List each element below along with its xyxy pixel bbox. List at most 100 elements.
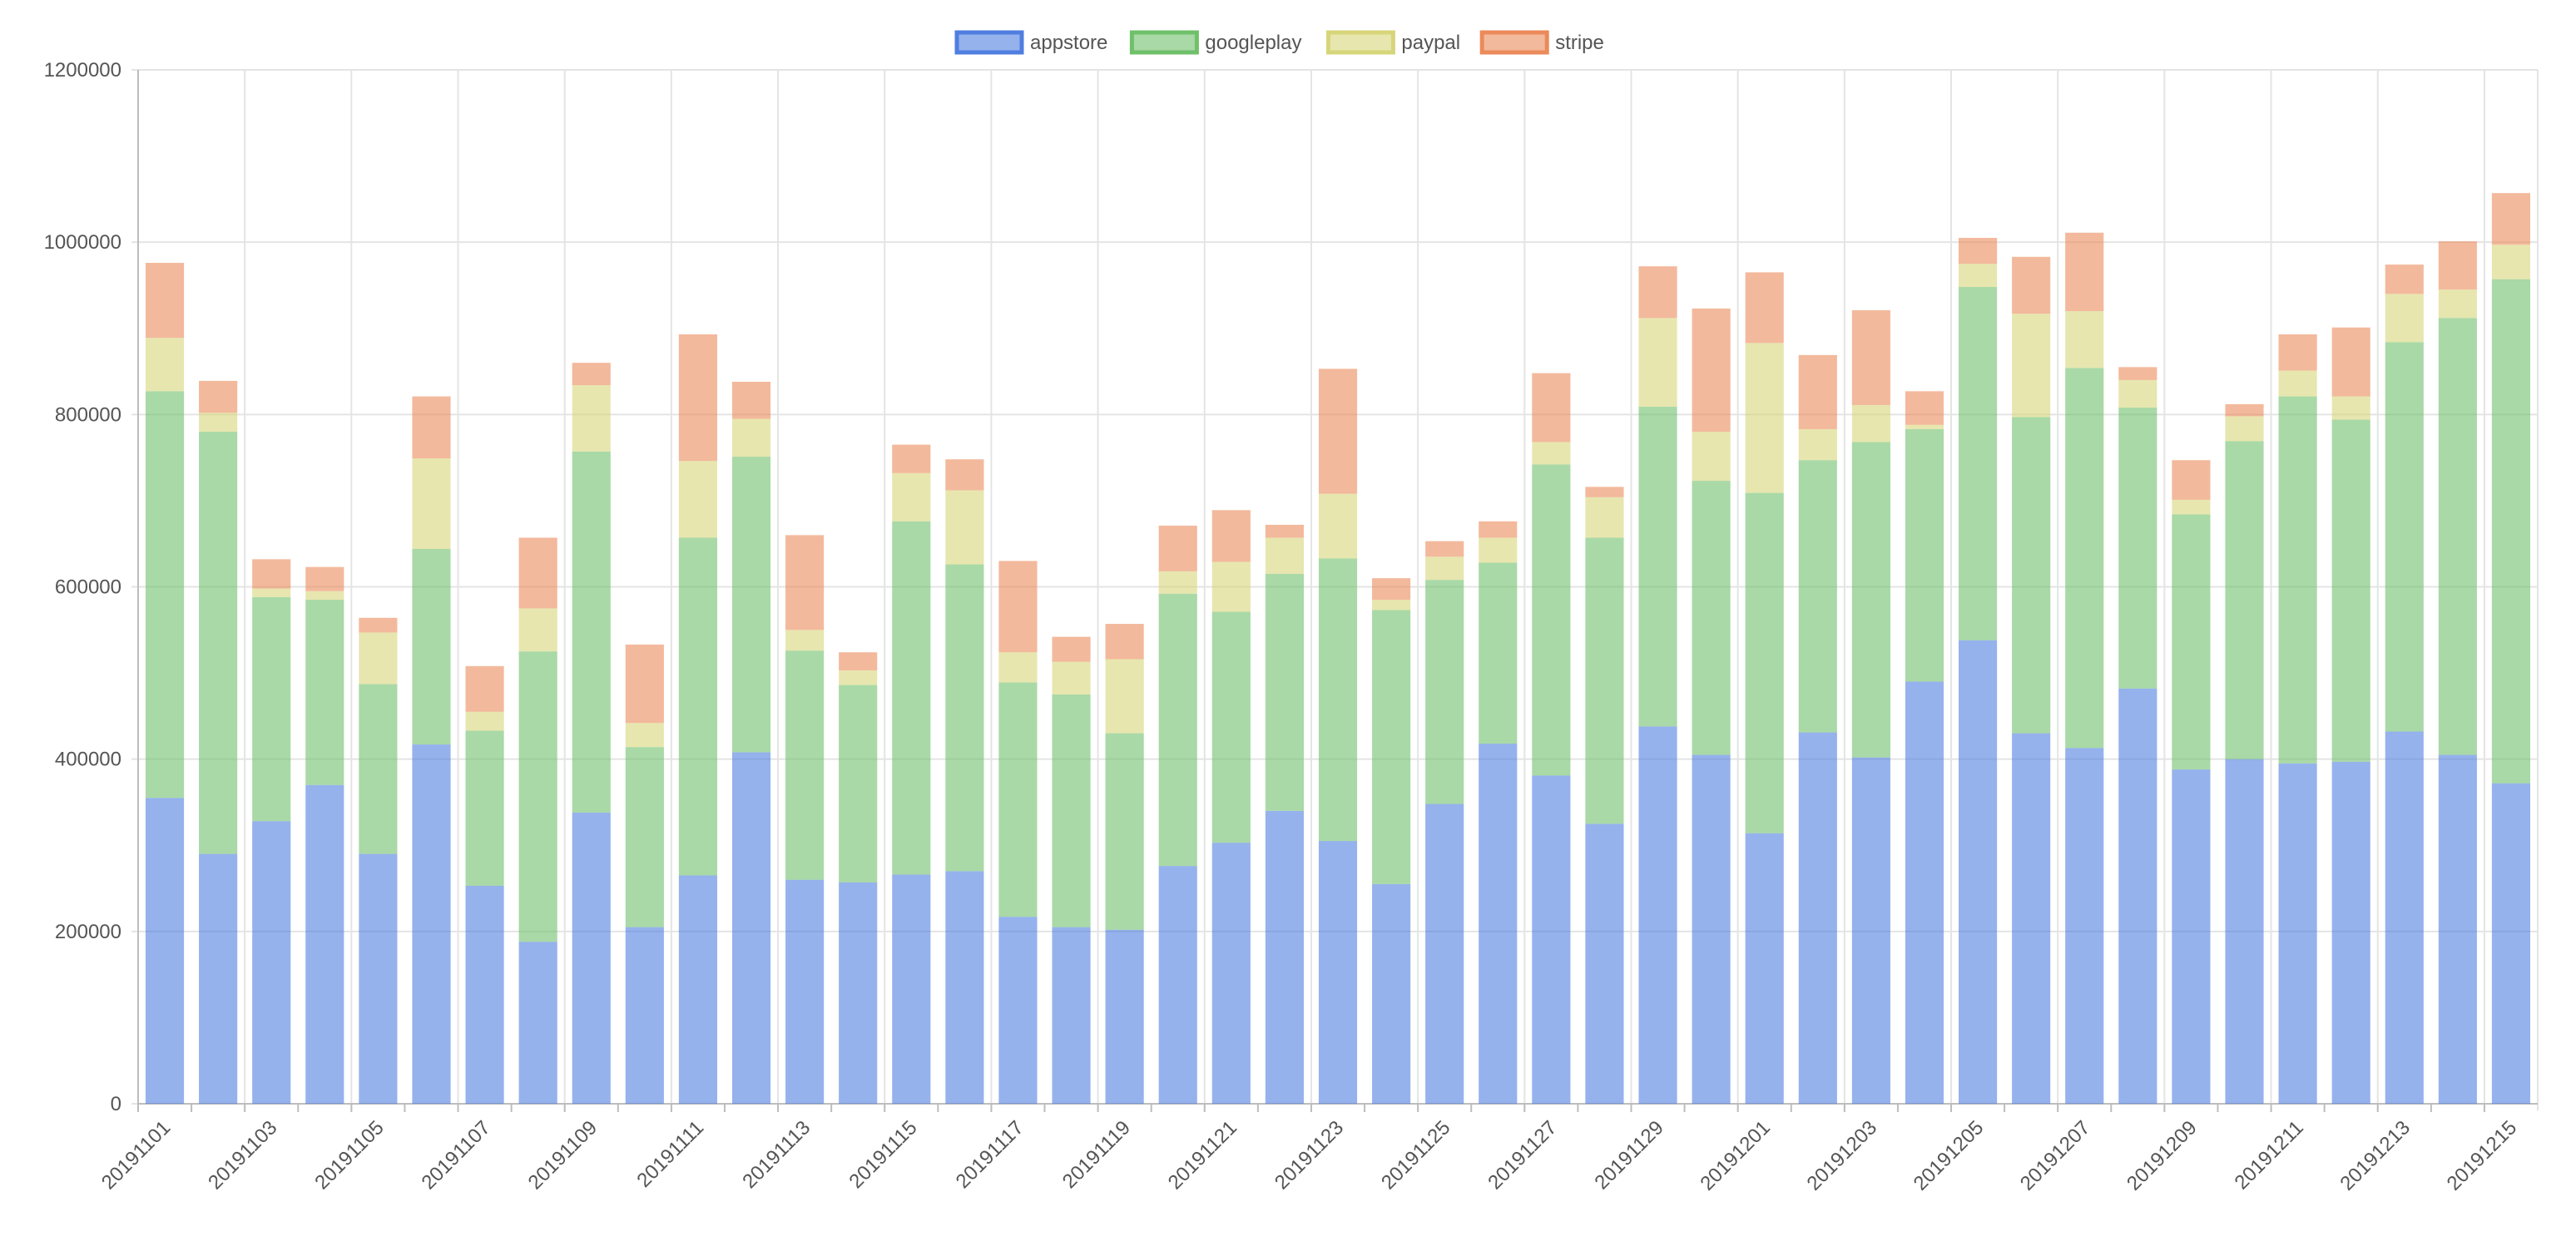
bar-googleplay: [305, 600, 344, 785]
bar-appstore: [2118, 688, 2157, 1104]
bar-stripe: [2065, 232, 2104, 312]
bar-appstore: [2491, 783, 2531, 1104]
bar-stripe: [518, 537, 557, 609]
bar-paypal: [2385, 294, 2424, 343]
bar-stripe: [1052, 636, 1091, 662]
x-tick-label: 20191203: [1803, 1116, 1882, 1195]
bar-paypal: [1851, 404, 1890, 443]
bar-paypal: [1158, 571, 1197, 594]
bar-appstore: [145, 798, 185, 1104]
bar-googleplay: [1318, 558, 1358, 842]
x-tick-label: 20191201: [1696, 1116, 1775, 1195]
bar-stripe: [2012, 256, 2051, 314]
bar-paypal: [1745, 343, 1784, 493]
bar-appstore: [2438, 754, 2477, 1104]
bar-stripe: [892, 444, 931, 473]
bar-stripe: [1851, 310, 1890, 405]
bar-paypal: [2491, 245, 2531, 279]
bar-paypal: [945, 490, 984, 565]
bar-stripe: [625, 644, 664, 724]
bar-paypal: [1905, 424, 1944, 429]
bar-googleplay: [1798, 460, 1837, 733]
bar-stripe: [2278, 334, 2317, 371]
bar-paypal: [518, 608, 557, 652]
bar-paypal: [359, 632, 398, 685]
bar-stripe: [359, 617, 398, 633]
bar-paypal: [1425, 556, 1464, 581]
grid: [131, 69, 2539, 1110]
bar-paypal: [1479, 537, 1518, 563]
y-tick-label: 200000: [55, 921, 121, 943]
bar-appstore: [1372, 883, 1411, 1104]
x-tick-label: 20191105: [310, 1116, 388, 1194]
bar-stripe: [1425, 541, 1464, 557]
bar-appstore: [1692, 754, 1731, 1104]
bar-appstore: [412, 744, 451, 1104]
x-tick-label: 20191111: [632, 1116, 708, 1192]
bar-googleplay: [2012, 417, 2051, 734]
x-tick-label: 20191101: [97, 1116, 175, 1194]
bar-stripe: [1211, 510, 1251, 562]
bar-stripe: [945, 459, 984, 491]
bar-stripe: [572, 363, 611, 386]
bar-paypal: [1532, 442, 1571, 465]
x-tick-label: 20191205: [1910, 1116, 1989, 1195]
legend-item-googleplay[interactable]: googleplay: [1129, 30, 1302, 55]
bar-stripe: [1318, 368, 1358, 494]
bar-googleplay: [1532, 464, 1571, 776]
bar-stripe: [2172, 460, 2211, 500]
bar-paypal: [1585, 497, 1624, 538]
x-tick-label: 20191213: [2336, 1116, 2415, 1195]
bar-appstore: [2065, 748, 2104, 1104]
bar-googleplay: [1745, 492, 1784, 833]
bar-googleplay: [145, 391, 185, 799]
legend-swatch: [1129, 30, 1199, 55]
x-tick-label: 20191121: [1164, 1116, 1241, 1194]
bar-googleplay: [785, 650, 825, 880]
legend-label: googleplay: [1205, 32, 1301, 54]
bar-googleplay: [465, 730, 504, 886]
x-tick-label: 20191103: [204, 1116, 281, 1194]
legend-item-paypal[interactable]: paypal: [1325, 30, 1460, 55]
bar-paypal: [839, 670, 878, 685]
bar-paypal: [785, 630, 825, 651]
bar-stripe: [785, 535, 825, 630]
bar-googleplay: [625, 747, 664, 927]
bar-appstore: [1585, 823, 1624, 1104]
y-tick-label: 1200000: [44, 59, 121, 82]
bar-appstore: [678, 875, 717, 1104]
bar-paypal: [892, 472, 931, 522]
legend-label: appstore: [1030, 32, 1107, 54]
bar-stripe: [1585, 487, 1624, 497]
bar-stripe: [731, 381, 771, 419]
bar-googleplay: [2065, 368, 2104, 749]
bar-googleplay: [1905, 428, 1944, 682]
bar-stripe: [2331, 327, 2370, 397]
bar-paypal: [412, 458, 451, 549]
bar-paypal: [1211, 561, 1251, 612]
legend-swatch: [1479, 30, 1549, 55]
bar-stripe: [1958, 237, 1998, 265]
x-tick-label: 20191117: [952, 1116, 1028, 1193]
bar-googleplay: [1425, 580, 1464, 804]
legend-item-stripe[interactable]: stripe: [1479, 30, 1604, 55]
bar-stripe: [2491, 193, 2531, 245]
x-tick-label: 20191215: [2443, 1116, 2522, 1195]
legend-item-appstore[interactable]: appstore: [954, 30, 1107, 55]
bar-appstore: [1158, 866, 1197, 1104]
bar-paypal: [465, 711, 504, 731]
bar-paypal: [1638, 318, 1677, 408]
x-tick-label: 20191129: [1590, 1116, 1667, 1194]
bar-stripe: [145, 263, 185, 339]
bar-appstore: [2278, 763, 2317, 1104]
bar-googleplay: [1585, 537, 1624, 824]
bar-stripe: [2225, 403, 2264, 417]
y-tick-label: 600000: [55, 576, 121, 599]
bar-stripe: [1798, 354, 1837, 429]
bar-stripe: [305, 566, 344, 591]
bar-stripe: [1638, 266, 1677, 319]
x-tick-label: 20191211: [2231, 1116, 2308, 1194]
bar-googleplay: [359, 684, 398, 854]
x-tick-label: 20191127: [1484, 1116, 1561, 1194]
bar-stripe: [2438, 241, 2477, 290]
